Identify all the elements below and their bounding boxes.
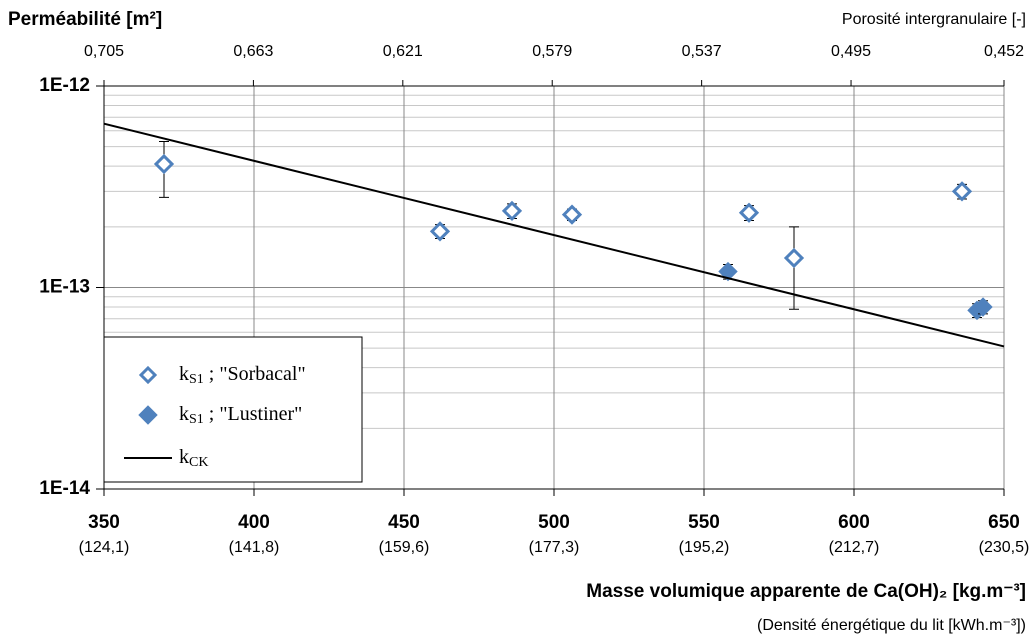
x-tick-label: 600 — [838, 512, 870, 533]
x2-tick-label: 0,705 — [84, 43, 124, 60]
x-tick-sublabel: (124,1) — [79, 539, 130, 556]
legend-label-part: k — [179, 363, 189, 385]
y-tick-label: 1E-14 — [39, 478, 90, 499]
legend-label: kS1 ; "Lustiner" — [179, 403, 302, 428]
legend-label-part: CK — [189, 455, 208, 470]
x-tick-label: 350 — [88, 512, 120, 533]
point — [429, 221, 451, 242]
trend-line — [103, 122, 1005, 348]
x2-tick-label: 0,663 — [233, 43, 273, 60]
x2-tick-label: 0,495 — [831, 43, 871, 60]
x-tick-sublabel: (177,3) — [529, 539, 580, 556]
x2-tick-label: 0,579 — [532, 43, 572, 60]
x-axis-label: Masse volumique apparente de Ca(OH)₂ [kg… — [586, 581, 1026, 602]
point — [973, 297, 993, 317]
legend-marker — [138, 405, 158, 425]
legend-marker — [138, 365, 158, 385]
y-tick-label: 1E-13 — [39, 277, 90, 298]
legend-label-part: S1 — [189, 412, 204, 427]
legend-label: kS1 ; "Sorbacal" — [179, 363, 306, 388]
point — [153, 153, 175, 175]
point — [951, 181, 973, 202]
legend-label-part: k — [179, 403, 189, 425]
x-tick-sublabel: (195,2) — [679, 539, 730, 556]
chart-title: Perméabilité [m²] — [8, 9, 162, 30]
x2-axis-label: Porosité intergranulaire [-] — [842, 11, 1026, 28]
x-tick-label: 650 — [988, 512, 1020, 533]
x2-tick-label: 0,537 — [682, 43, 722, 60]
x-tick-label: 450 — [388, 512, 420, 533]
x-tick-label: 500 — [538, 512, 570, 533]
point — [783, 247, 805, 269]
x-axis-sublabel: (Densité énergétique du lit [kWh.m⁻³]) — [757, 617, 1026, 634]
legend-label: kCK — [179, 446, 208, 471]
x-tick-label: 400 — [238, 512, 270, 533]
x2-tick-label: 0,452 — [984, 43, 1024, 60]
point — [561, 204, 583, 225]
x2-tick-label: 0,621 — [383, 43, 423, 60]
point — [718, 261, 738, 282]
legend-label-part: k — [179, 446, 189, 468]
x-tick-label: 550 — [688, 512, 720, 533]
x-tick-sublabel: (212,7) — [829, 539, 880, 556]
x-tick-sublabel: (159,6) — [379, 539, 430, 556]
legend-label-part: ; "Lustiner" — [204, 403, 303, 425]
x-tick-sublabel: (230,5) — [979, 539, 1030, 556]
point — [738, 202, 760, 223]
legend-label-part: S1 — [189, 372, 204, 387]
point — [501, 200, 523, 222]
y-tick-label: 1E-12 — [39, 75, 90, 96]
x-tick-sublabel: (141,8) — [229, 539, 280, 556]
legend-label-part: ; "Sorbacal" — [204, 363, 306, 385]
